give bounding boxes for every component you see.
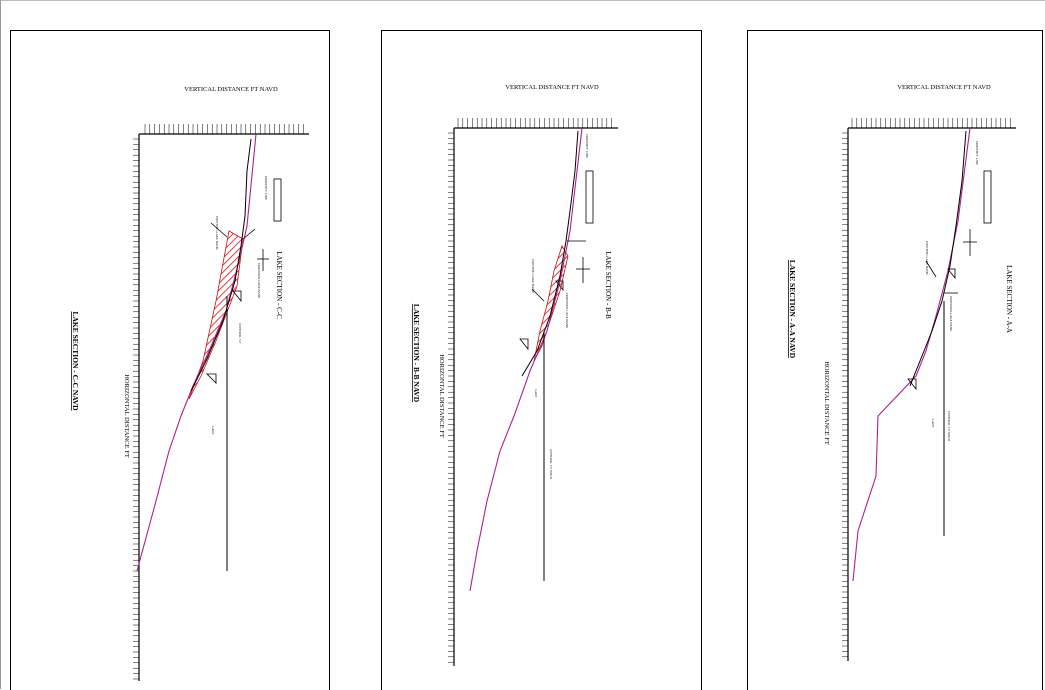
- ground-profile-line: [136, 133, 257, 572]
- label-lake: LAKE: [931, 419, 935, 428]
- sheet-section-c: VERTICAL DISTANCE FT NAVD PROPERTY LINE …: [10, 30, 330, 690]
- sheet-section-b: VERTICAL DISTANCE FT NAVD PROPERTY LINE …: [381, 30, 702, 690]
- proposed-bank-line: [521, 130, 579, 377]
- leader-line-b: [242, 228, 256, 240]
- label-control: CONTROL 7.0' NAVD: [947, 411, 951, 442]
- slope-symbol: [947, 268, 956, 280]
- label-control: CONTROL 7.0' NAVD: [549, 449, 553, 480]
- vertical-axis-ticks: [457, 118, 612, 128]
- top-rule: [0, 0, 1045, 1]
- label-lake: LAKE: [211, 426, 215, 435]
- proposed-bank-line: [909, 130, 967, 387]
- sheet-section-a: VERTICAL DISTANCE FT NAVD PROPERTY LINE …: [747, 30, 1043, 690]
- vertical-axis-label: VERTICAL DISTANCE FT NAVD: [897, 84, 991, 91]
- ground-profile-line: [852, 127, 971, 582]
- vertical-axis-label: VERTICAL DISTANCE FT NAVD: [505, 84, 599, 91]
- vertical-axis-ticks: [144, 124, 304, 134]
- section-title: LAKE SECTION - A-A NAVD: [788, 260, 797, 359]
- section-title: LAKE SECTION - B-B NAVD: [412, 304, 421, 403]
- proposed-bank-line: [190, 138, 252, 392]
- label-existing-bank: EXISTING LAKE BANK: [215, 216, 219, 251]
- horizontal-axis-ticks: [133, 138, 139, 680]
- left-rule: [0, 0, 1, 689]
- horizontal-axis-ticks: [842, 132, 848, 658]
- label-property-line: PROPERTY LINE: [975, 141, 979, 165]
- section-label: LAKE SECTION - C-C: [275, 251, 283, 319]
- label-existing-bank: EXISTING LAKE BANK: [531, 259, 535, 294]
- ground-profile-line: [469, 127, 583, 592]
- horizontal-axis-label: HORIZONTAL DISTANCE FT: [823, 361, 830, 445]
- label-proposed-bank: PROPOSED LAKE BANK: [949, 296, 953, 332]
- vertical-axis-ticks: [851, 118, 1011, 128]
- section-a-drawing: VERTICAL DISTANCE FT NAVD PROPERTY LINE …: [788, 84, 1016, 661]
- section-title: LAKE SECTION - C-C NAVD: [71, 311, 80, 411]
- water-level-symbol: [206, 373, 217, 384]
- label-property-line: PROPERTY LINE: [585, 134, 589, 158]
- leader-line-a: [531, 288, 545, 302]
- label-lake: LAKE: [534, 389, 538, 398]
- leader-line-a: [925, 260, 937, 278]
- label-property-line: PROPERTY LINE: [264, 176, 268, 200]
- section-label: LAKE SECTION - B-B: [604, 251, 612, 319]
- horizontal-axis-label: HORIZONTAL DISTANCE FT: [123, 374, 130, 458]
- boxed-note: [983, 170, 992, 224]
- boxed-note: [585, 170, 594, 224]
- horizontal-axis-ticks: [448, 132, 454, 663]
- label-control: CONTROL 7.0': [238, 323, 242, 344]
- section-c-drawing: VERTICAL DISTANCE FT NAVD PROPERTY LINE …: [71, 86, 309, 681]
- label-proposed-bank: PROPOSED LAKE BANK: [257, 263, 261, 299]
- vertical-axis-label: VERTICAL DISTANCE FT NAVD: [184, 86, 278, 93]
- label-proposed-bank: PROPOSED LAKE BANK: [565, 293, 569, 329]
- leader-line-a: [210, 222, 228, 238]
- water-level-symbol: [519, 338, 529, 351]
- section-label: LAKE SECTION - A-A: [1005, 265, 1013, 333]
- boxed-note: [273, 178, 282, 222]
- section-b-drawing: VERTICAL DISTANCE FT NAVD PROPERTY LINE …: [412, 84, 618, 666]
- horizontal-axis-label: HORIZONTAL DISTANCE FT: [438, 354, 445, 438]
- slope-symbol: [232, 290, 242, 303]
- label-existing-bank: EXISTING LAKE BANK: [925, 241, 929, 276]
- cut-fill-area: [533, 245, 569, 362]
- slope-symbol: [555, 280, 564, 292]
- water-level-symbol: [907, 378, 917, 391]
